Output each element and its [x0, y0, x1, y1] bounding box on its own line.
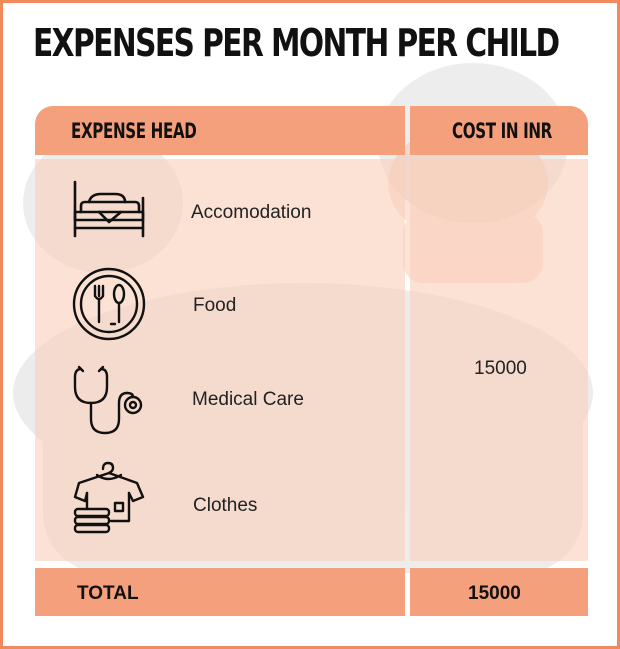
- page-title: EXPENSES PER MONTH PER CHILD: [33, 21, 560, 65]
- header-cell-cost: COST IN INR: [410, 106, 588, 155]
- total-value: 15000: [468, 583, 521, 604]
- plate-cutlery-icon: [72, 267, 146, 341]
- total-label-cell: TOTAL: [35, 568, 405, 616]
- bed-icon: [73, 180, 145, 238]
- stethoscope-icon: [73, 365, 143, 435]
- row-label-medical-care: Medical Care: [192, 389, 304, 410]
- header-cost-in-inr: COST IN INR: [452, 119, 552, 143]
- row-label-accomodation: Accomodation: [191, 202, 312, 223]
- cost-column-body: [410, 159, 588, 561]
- clothes-icon: [73, 461, 145, 534]
- total-value-cell: 15000: [410, 568, 588, 616]
- total-label: TOTAL: [77, 583, 139, 604]
- expense-table: EXPENSE HEAD COST IN INR Accomodation: [35, 106, 588, 617]
- expense-column-body: [35, 159, 405, 561]
- header-expense-head: EXPENSE HEAD: [71, 119, 197, 143]
- header-cell-expense: EXPENSE HEAD: [35, 106, 405, 155]
- cost-value: 15000: [474, 358, 527, 379]
- row-label-food: Food: [193, 295, 237, 316]
- row-label-clothes: Clothes: [193, 495, 258, 516]
